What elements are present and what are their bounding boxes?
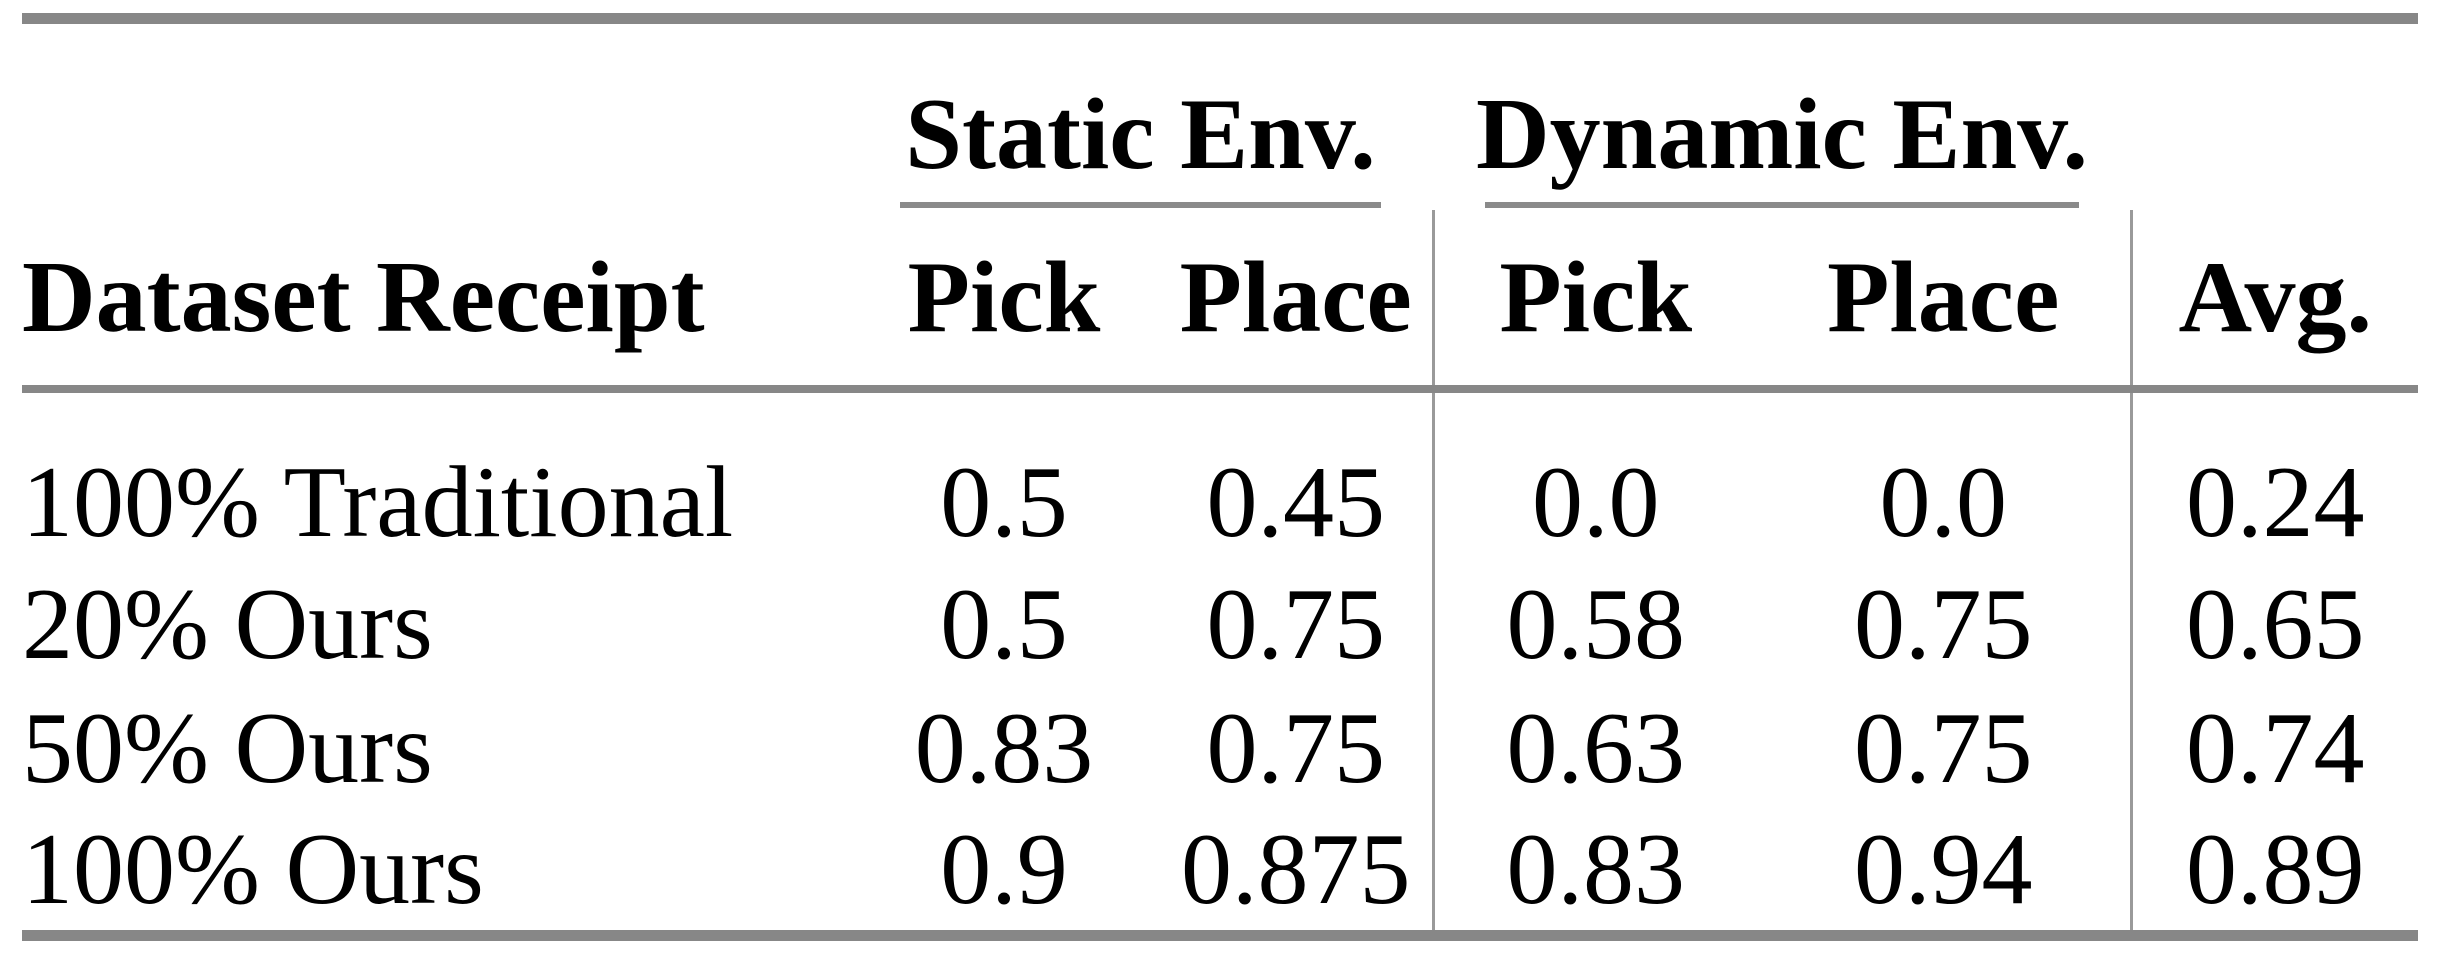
value-static-place: 0.875 (1160, 811, 1433, 941)
value-static-place: 0.75 (1206, 568, 1386, 681)
header-dataset-receipt: Dataset Receipt (22, 210, 848, 393)
value-dynamic-pick: 0.58 (1431, 563, 1757, 687)
table-row-20pct-ours: 20% Ours 0.5 0.75 0.58 0.75 0.65 (22, 563, 2419, 687)
value-static-pick: 0.5 (940, 446, 1068, 559)
header-avg: Avg. (2129, 210, 2419, 393)
row-label: 20% Ours (22, 568, 433, 681)
row-label: 100% Ours (22, 811, 848, 941)
value-dynamic-pick: 0.83 (1431, 811, 1757, 941)
value-static-pick: 0.5 (940, 568, 1068, 681)
header-static-place: Place (1160, 210, 1433, 393)
row-label: 100% Traditional (22, 446, 734, 559)
static-env-label: Static Env. (905, 78, 1376, 191)
value-avg: 0.65 (2129, 563, 2419, 687)
header-row: Dataset Receipt Pick Place Pick Place Av… (22, 210, 2419, 393)
value-avg: 0.24 (2129, 389, 2419, 563)
table-row-100pct-ours: 100% Ours 0.9 0.875 0.83 0.94 0.89 (22, 811, 2419, 941)
static-env-underline (900, 202, 1381, 208)
value-static-place: 0.45 (1206, 446, 1386, 559)
spanner-row: Static Env. Dynamic Env. (22, 13, 2419, 210)
value-avg: 0.74 (2129, 687, 2419, 811)
header-dynamic-pick: Pick (1431, 210, 1757, 393)
spanner-avg-cell (2131, 13, 2419, 210)
value-dynamic-place: 0.75 (1854, 692, 2033, 805)
spanner-static-env: Static Env. (848, 13, 1433, 210)
table-row-50pct-ours: 50% Ours 0.83 0.75 0.63 0.75 0.74 (22, 687, 2419, 811)
value-dynamic-place: 0.94 (1757, 811, 2132, 941)
value-static-pick: 0.83 (914, 692, 1094, 805)
header-dynamic-place: Place (1757, 210, 2132, 393)
value-static-place: 0.75 (1206, 692, 1386, 805)
dynamic-env-label: Dynamic Env. (1475, 78, 2089, 191)
spanner-corner-cell (22, 13, 848, 210)
value-dynamic-pick: 0.0 (1431, 389, 1757, 563)
dynamic-env-underline (1485, 202, 2080, 208)
value-dynamic-place: 0.0 (1879, 446, 2008, 559)
row-label: 50% Ours (22, 692, 433, 805)
spanner-dynamic-env: Dynamic Env. (1433, 13, 2132, 210)
value-dynamic-pick: 0.63 (1431, 687, 1757, 811)
results-table: Static Env. Dynamic Env. Dataset Receipt… (22, 13, 2419, 941)
table-row-100pct-traditional: 100% Traditional 0.5 0.45 0.0 0.0 0.24 (22, 389, 2419, 563)
value-static-pick: 0.9 (848, 811, 1160, 941)
value-avg: 0.89 (2129, 811, 2419, 941)
header-static-pick: Pick (848, 210, 1160, 393)
value-dynamic-place: 0.75 (1854, 568, 2033, 681)
